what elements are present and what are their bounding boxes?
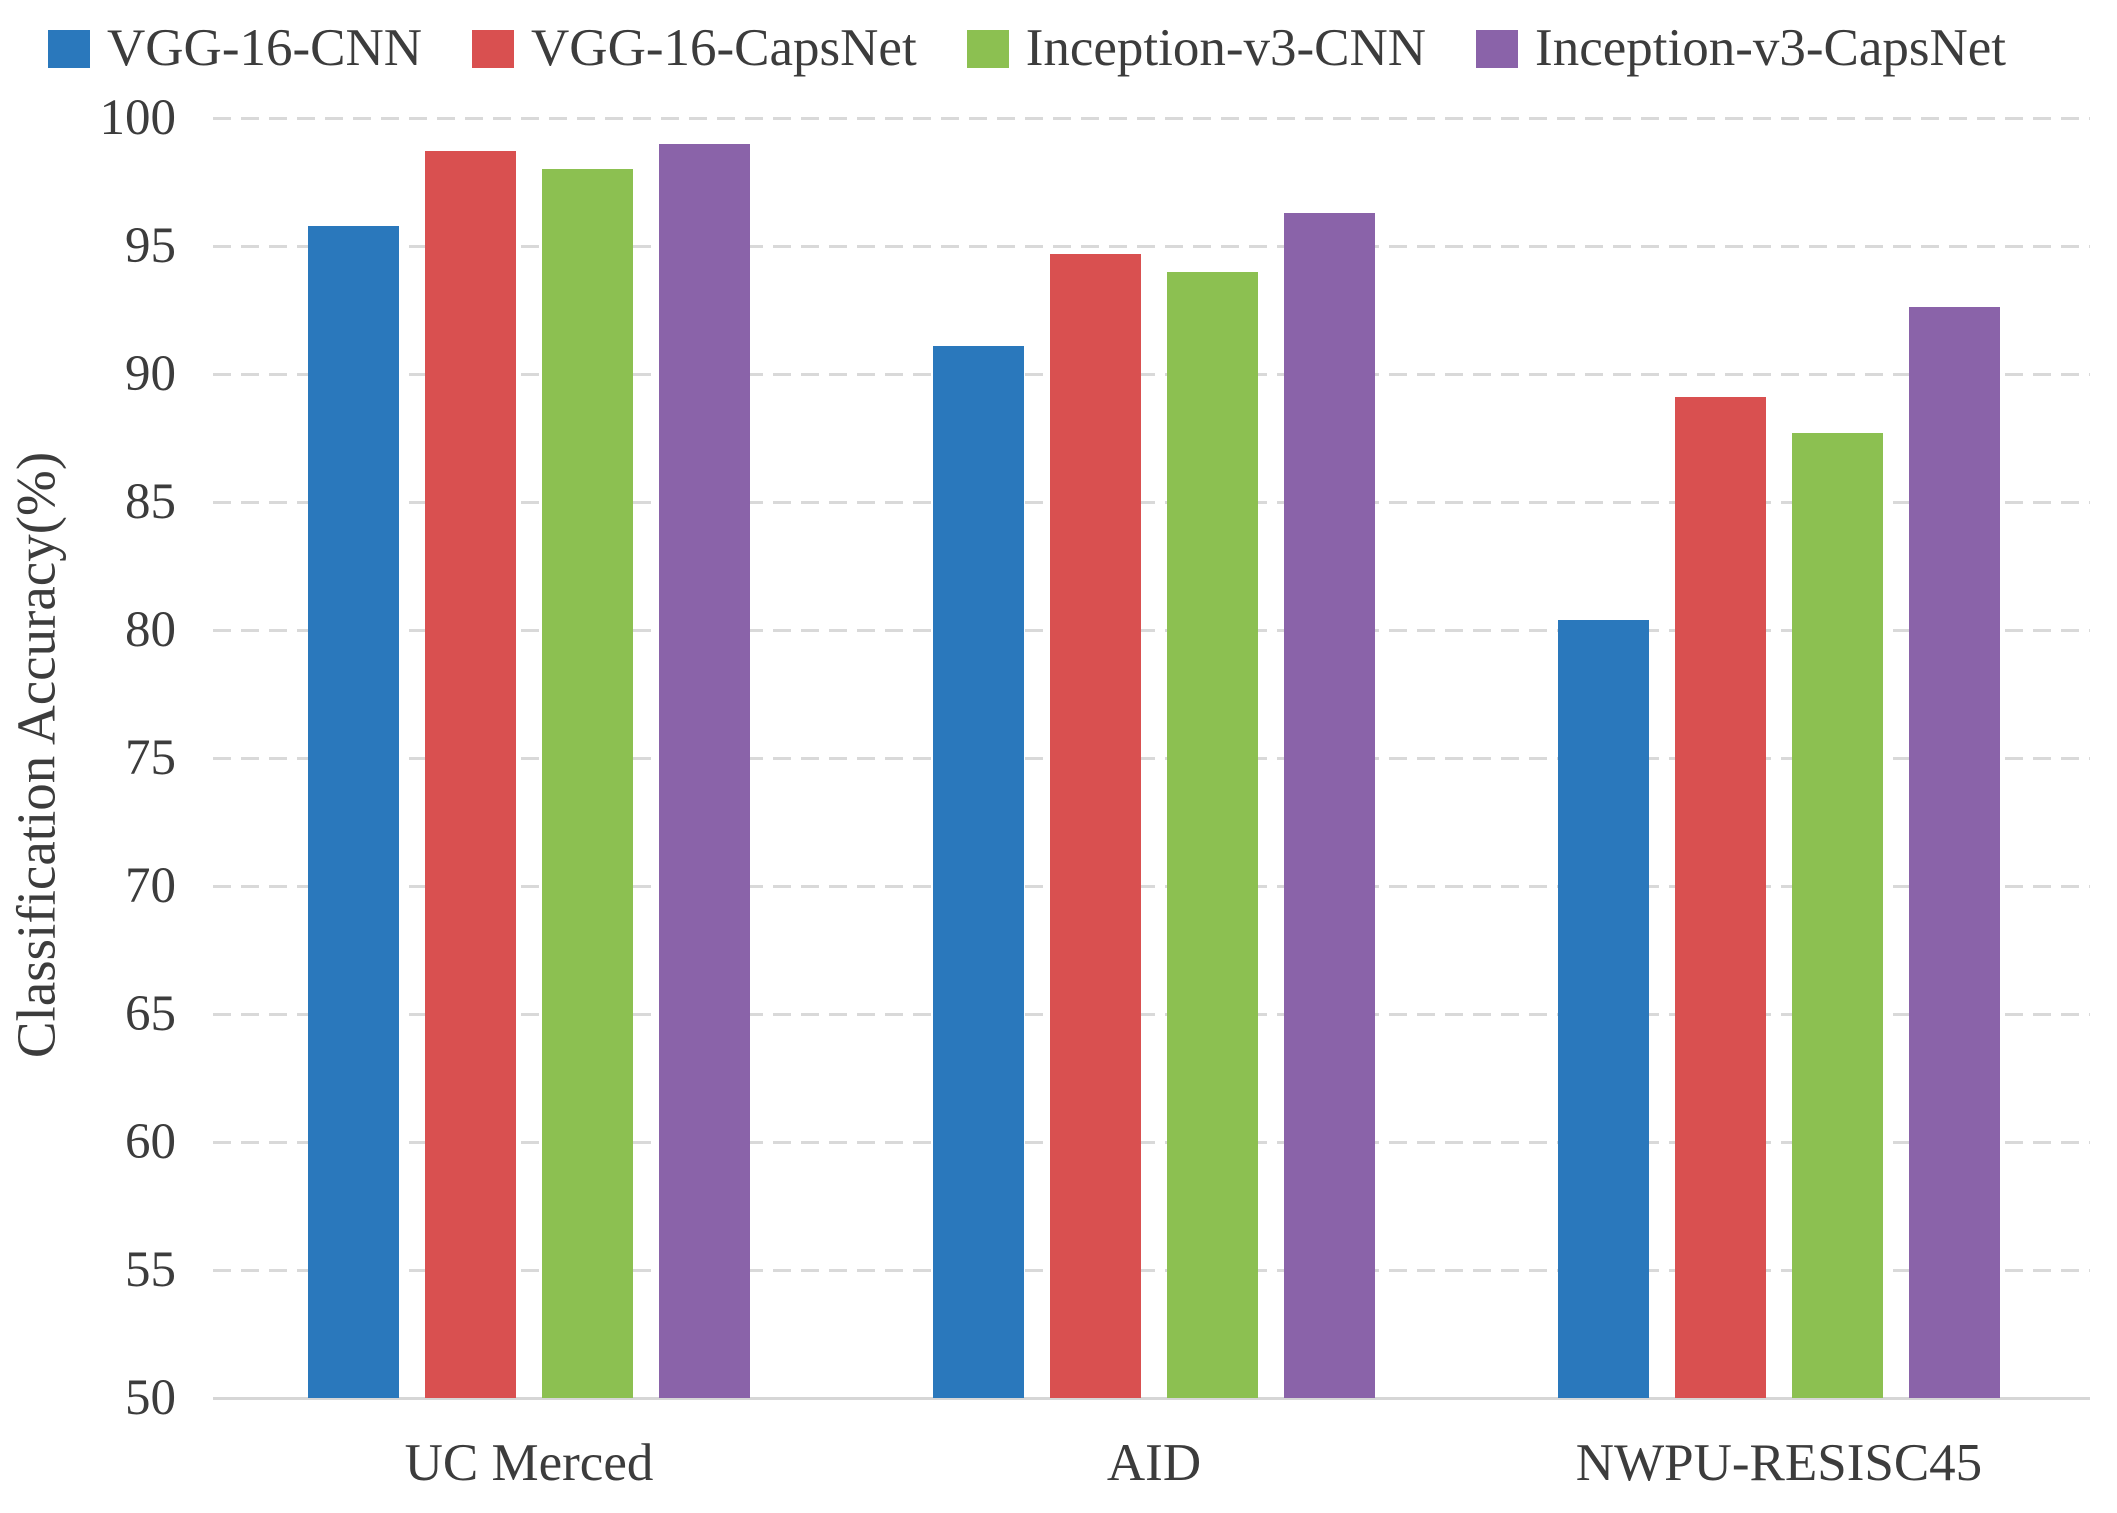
bar-inception-v3-capsnet-nwpu-resisc45 xyxy=(1909,307,2000,1398)
bar-inception-v3-cnn-nwpu-resisc45 xyxy=(1792,432,1883,1398)
legend-item: VGG-16-CNN xyxy=(48,22,422,75)
bar-inception-v3-cnn-aid xyxy=(1167,271,1258,1398)
bar-inception-v3-cnn-uc-merced xyxy=(542,169,633,1398)
y-gridline xyxy=(213,629,2090,632)
legend-item: Inception-v3-CNN xyxy=(966,19,1427,77)
bar-vgg-16-capsnet-nwpu-resisc45 xyxy=(1675,397,1766,1398)
y-gridline xyxy=(213,501,2090,504)
bar-inception-v3-capsnet-uc-merced xyxy=(659,143,750,1398)
y-tick-label: 60 xyxy=(125,1114,176,1170)
y-gridline xyxy=(213,1269,2090,1272)
y-tick-label: 75 xyxy=(125,730,176,786)
y-gridline xyxy=(213,885,2090,888)
x-tick-label: AID xyxy=(1106,1434,1202,1492)
legend-label: VGG-16-CapsNet xyxy=(531,19,917,77)
legend-label: Inception-v3-CNN xyxy=(1025,19,1427,77)
y-gridline xyxy=(213,757,2090,760)
x-tick-label: NWPU-RESISC45 xyxy=(1575,1434,1983,1492)
y-tick-label: 50 xyxy=(125,1370,176,1426)
purple-square-icon xyxy=(1476,29,1519,68)
y-gridline xyxy=(213,373,2090,376)
legend-label: Inception-v3-CapsNet xyxy=(1535,19,2007,77)
legend-label: VGG-16-CNN xyxy=(107,19,423,77)
y-gridline xyxy=(213,1013,2090,1016)
chart-legend: VGG-16-CNN VGG-16-CapsNet Inception-v3-CNN… xyxy=(48,22,2006,75)
y-gridline xyxy=(213,1141,2090,1144)
blue-square-icon xyxy=(48,29,90,68)
y-gridline xyxy=(213,117,2090,120)
bar-vgg-16-capsnet-uc-merced xyxy=(425,151,516,1398)
bar-vgg-16-cnn-uc-merced xyxy=(308,225,399,1398)
y-gridline xyxy=(213,245,2090,248)
y-tick-label: 65 xyxy=(125,986,176,1042)
x-axis-baseline xyxy=(213,1397,2090,1400)
y-tick-label: 70 xyxy=(125,858,176,914)
bar-vgg-16-cnn-nwpu-resisc45 xyxy=(1558,619,1649,1398)
red-square-icon xyxy=(472,29,515,68)
y-tick-label: 95 xyxy=(125,218,176,274)
y-tick-label: 90 xyxy=(125,346,176,402)
y-tick-label: 80 xyxy=(125,602,176,658)
legend-item: VGG-16-CapsNet xyxy=(472,22,917,75)
bar-vgg-16-cnn-aid xyxy=(933,345,1024,1398)
green-square-icon xyxy=(966,29,1009,68)
y-tick-label: 100 xyxy=(99,90,177,146)
bar-inception-v3-capsnet-aid xyxy=(1284,212,1375,1398)
legend-item: Inception-v3-CapsNet xyxy=(1476,22,2006,75)
y-tick-label: 55 xyxy=(125,1242,176,1298)
bar-vgg-16-capsnet-aid xyxy=(1050,253,1141,1398)
y-tick-label: 85 xyxy=(125,474,176,530)
y-axis-title: Classification Accuracy(%) xyxy=(5,451,67,1059)
x-tick-label: UC Merced xyxy=(404,1434,654,1492)
